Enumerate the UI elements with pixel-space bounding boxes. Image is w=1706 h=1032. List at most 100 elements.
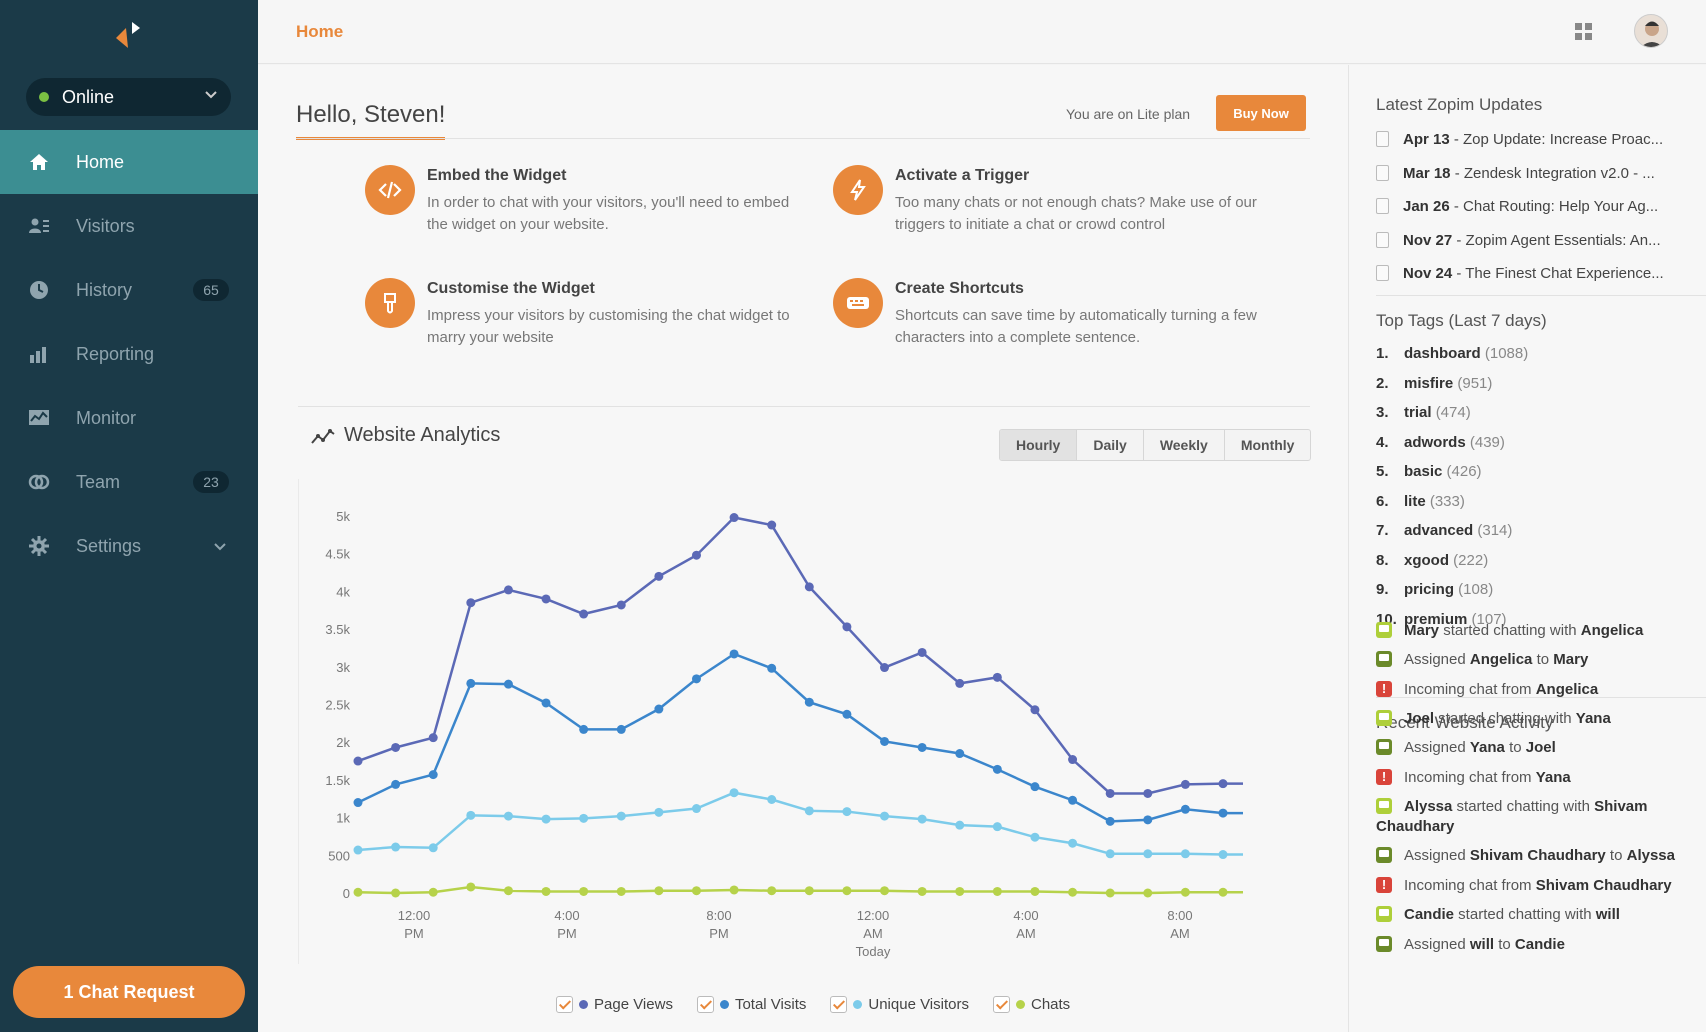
tag-item[interactable]: 5. basic (426): [1376, 463, 1482, 480]
period-monthly-button[interactable]: Monthly: [1240, 437, 1295, 453]
tag-item[interactable]: 1. dashboard (1088): [1376, 345, 1528, 362]
sidebar-item-home[interactable]: Home: [0, 130, 258, 194]
update-date: Jan 26: [1403, 198, 1450, 215]
activity-item[interactable]: Incoming chat from Angelica: [1376, 679, 1696, 700]
tag-item[interactable]: 4. adwords (439): [1376, 434, 1505, 451]
team-icon: [28, 474, 50, 490]
activity-text: Assigned: [1404, 739, 1470, 756]
activity-item[interactable]: Candie started chatting with will: [1376, 905, 1696, 925]
tag-name: premium: [1404, 610, 1472, 628]
activity-item[interactable]: Assigned Angelica to Mary: [1376, 650, 1696, 670]
sidebar-item-team[interactable]: Team 23: [0, 450, 258, 514]
data-point: [804, 806, 814, 816]
card-title: Embed the Widget: [427, 167, 567, 184]
activity-name: Yana: [1535, 769, 1571, 786]
data-point: [917, 886, 927, 896]
data-point: [1030, 782, 1040, 792]
data-point: [541, 594, 551, 604]
activity-name: Candie: [1404, 906, 1455, 923]
activity-item[interactable]: Assigned will to Candie: [1376, 935, 1696, 955]
tag-rank: 6.: [1376, 492, 1389, 510]
data-point: [1180, 849, 1190, 859]
activity-text: started chatting with: [1452, 798, 1595, 815]
activity-item[interactable]: Alyssa started chatting with Shivam Chau…: [1376, 797, 1696, 837]
activity-text: to: [1605, 847, 1627, 864]
tag-item[interactable]: 6. lite (333): [1376, 493, 1465, 510]
zopim-logo-icon[interactable]: [112, 18, 152, 54]
data-point: [880, 663, 890, 673]
data-point: [466, 882, 476, 892]
update-text: - Zopim Agent Essentials: An...: [1452, 231, 1661, 249]
legend-dot: [853, 1000, 863, 1009]
data-point: [691, 804, 701, 814]
activity-item[interactable]: Joel started chatting with Yana: [1376, 709, 1696, 729]
breadcrumb[interactable]: Home: [296, 22, 344, 41]
x-tick-label: PM: [709, 926, 729, 941]
activity-name: Alyssa: [1626, 847, 1675, 864]
legend-checkbox[interactable]: [830, 996, 848, 1013]
period-weekly-button[interactable]: Weekly: [1144, 430, 1225, 460]
activity-item[interactable]: Assigned Shivam Chaudhary to Alyssa: [1376, 846, 1696, 866]
apps-grid-icon[interactable]: [1574, 22, 1594, 42]
analytics-chart: 0 500 1k 1.5k 2k 2.5k 3k 3.5k 4k 4.5k 5k 12:00 PM 4:0…: [298, 479, 1243, 964]
sidebar-item-monitor[interactable]: Monitor: [0, 386, 258, 450]
sidebar: Online Home Visitors History 65 Reportin…: [0, 0, 258, 1032]
card-title: Customise the Widget: [427, 280, 595, 297]
activity-item[interactable]: Mary started chatting with Angelica: [1376, 621, 1696, 641]
tag-item[interactable]: 7. advanced (314): [1376, 522, 1512, 539]
avatar[interactable]: [1634, 14, 1668, 48]
data-point: [579, 886, 589, 896]
legend-chats[interactable]: Chats: [992, 996, 1070, 1013]
data-point: [804, 697, 814, 707]
tag-name: dashboard: [1404, 345, 1485, 362]
activity-name: Joel: [1525, 739, 1556, 756]
sidebar-item-settings[interactable]: Settings: [0, 514, 258, 578]
data-point: [842, 622, 852, 632]
activity-item[interactable]: Assigned Yana to Joel: [1376, 738, 1696, 758]
update-item[interactable]: Nov 24 - The Finest Chat Experience...: [1376, 265, 1686, 282]
tag-item[interactable]: 9. pricing (108): [1376, 581, 1493, 598]
tag-item[interactable]: 8. xgood (222): [1376, 552, 1488, 569]
update-item[interactable]: Mar 18 - Zendesk Integration v2.0 - ...: [1376, 164, 1686, 182]
update-text: - Zendesk Integration v2.0 - ...: [1450, 164, 1655, 182]
update-date: Apr 13: [1403, 131, 1450, 148]
period-daily-button[interactable]: Daily: [1077, 430, 1144, 460]
legend-total-visits[interactable]: Total Visits: [696, 996, 806, 1013]
update-item[interactable]: Apr 13 - Zop Update: Increase Proac...: [1376, 131, 1686, 148]
sidebar-item-reporting[interactable]: Reporting: [0, 322, 258, 386]
data-point: [466, 598, 476, 608]
activity-item[interactable]: Incoming chat from Shivam Chaudhary: [1376, 875, 1696, 896]
sidebar-item-visitors[interactable]: Visitors: [0, 194, 258, 258]
update-item[interactable]: Jan 26 - Chat Routing: Help Your Ag...: [1376, 198, 1686, 215]
activity-item[interactable]: Incoming chat from Yana: [1376, 767, 1696, 788]
legend-checkbox[interactable]: [992, 996, 1010, 1013]
data-point: [541, 698, 551, 708]
history-icon: [30, 281, 48, 299]
data-point: [503, 585, 513, 595]
status-dropdown[interactable]: Online: [26, 78, 231, 116]
buy-now-button[interactable]: Buy Now: [1216, 95, 1306, 131]
legend-page-views[interactable]: Page Views: [556, 996, 673, 1013]
data-point: [1068, 887, 1078, 897]
y-tick-label: 2k: [336, 735, 350, 750]
chat-request-button[interactable]: 1 Chat Request: [13, 966, 245, 1018]
activity-name: will: [1469, 936, 1495, 953]
x-tick-label: 4:00: [554, 908, 579, 923]
update-item[interactable]: Nov 27 - Zopim Agent Essentials: An...: [1376, 231, 1686, 249]
data-point: [1143, 815, 1153, 825]
tag-item[interactable]: 2. misfire (951): [1376, 375, 1492, 392]
legend-checkbox[interactable]: [696, 996, 714, 1013]
data-point: [729, 649, 739, 659]
tag-item[interactable]: 3. trial (474): [1376, 404, 1471, 421]
update-date: Nov 24: [1403, 265, 1453, 282]
legend-unique-visitors[interactable]: Unique Visitors: [830, 996, 969, 1013]
period-hourly-button[interactable]: Hourly: [1000, 430, 1078, 460]
y-tick-label: 3k: [336, 660, 350, 675]
card-icon-circle: [833, 165, 883, 215]
sidebar-item-history[interactable]: History 65: [0, 258, 258, 322]
data-point: [1105, 788, 1115, 798]
legend-checkbox[interactable]: [556, 996, 573, 1013]
keyboard-icon: [847, 297, 869, 309]
data-point: [391, 742, 401, 752]
chat-icon: [1376, 936, 1392, 952]
